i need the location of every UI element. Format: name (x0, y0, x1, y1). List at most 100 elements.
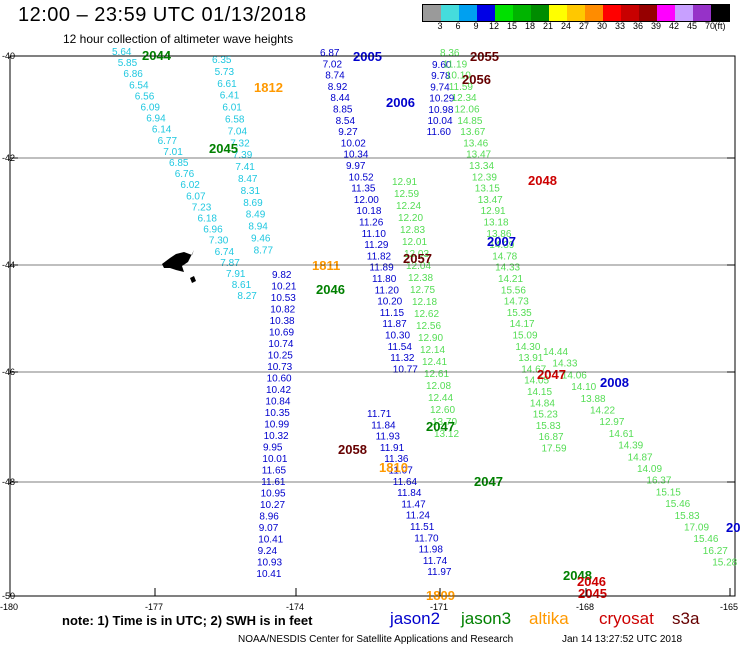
pass-number-label: 1810 (379, 460, 408, 475)
colorbar-swatch (423, 5, 441, 21)
wave-height-value: 11.36 (384, 454, 409, 465)
lat-label: -44 (2, 260, 15, 270)
wave-height-value: 10.69 (269, 328, 294, 339)
wave-height-value: 7.04 (228, 126, 248, 137)
pass-number-label: 2047 (474, 474, 503, 489)
wave-height-value: 10.35 (265, 408, 290, 419)
wave-height-value: 6.07 (186, 191, 206, 202)
wave-height-value: 10.01 (262, 454, 287, 465)
wave-height-value: 11.91 (380, 443, 405, 454)
wave-height-value: 14.39 (618, 441, 643, 452)
track-lime-mid: 12.9112.5912.2412.2012.8312.0112.0312.04… (392, 177, 459, 440)
pass-number-label: 2048 (528, 173, 557, 188)
wave-height-value: 5.73 (215, 67, 235, 78)
wave-height-value: 8.61 (232, 280, 252, 291)
legend-item-cryosat: cryosat (599, 609, 654, 628)
map-frame (9, 55, 736, 597)
pass-number-label: 2045 (578, 586, 607, 601)
wave-height-value: 6.61 (217, 79, 237, 90)
wave-height-value: 10.04 (428, 116, 453, 127)
wave-height-value: 14.21 (498, 274, 523, 285)
wave-height-value: 13.15 (475, 184, 500, 195)
wave-height-value: 6.09 (141, 103, 161, 114)
wave-height-value: 12.56 (416, 321, 441, 332)
wave-height-value: 10.38 (270, 316, 295, 327)
colorbar-swatch (657, 5, 675, 21)
legend-item-jason3: jason3 (461, 609, 512, 628)
wave-height-value: 11.35 (351, 184, 376, 195)
lon-label: -165 (720, 602, 738, 612)
page-title: 12:00 – 23:59 UTC 01/13/2018 (18, 4, 307, 26)
wave-height-value: 11.29 (364, 240, 389, 251)
wave-height-value: 10.41 (256, 569, 281, 580)
wave-height-value: 8.74 (325, 71, 345, 82)
wave-height-value: 9.27 (338, 127, 358, 138)
wave-height-value: 12.34 (452, 93, 477, 104)
wave-height-value: 12.44 (428, 393, 453, 404)
wave-height-value: 13.88 (581, 394, 606, 405)
lon-label: -180 (0, 602, 18, 612)
colorbar-swatch (549, 5, 567, 21)
footer-credit: NOAA/NESDIS Center for Satellite Applica… (238, 634, 514, 645)
colorbar-swatch (477, 5, 495, 21)
wave-height-value: 6.35 (212, 55, 232, 66)
wave-height-value: 11.61 (261, 477, 286, 488)
wave-height-value: 8.69 (243, 198, 263, 209)
wave-height-value: 6.58 (225, 115, 245, 126)
wave-height-value: 12.97 (599, 417, 624, 428)
wave-height-value: 8.47 (238, 174, 258, 185)
wave-height-value: 12.01 (402, 237, 427, 248)
wave-height-value: 7.41 (235, 162, 255, 173)
wave-height-value: 10.25 (268, 351, 293, 362)
wave-height-value: 10.18 (356, 206, 381, 217)
colorbar-swatch (585, 5, 603, 21)
track-blue-2005: 6.877.028.748.928.448.858.549.2710.0210.… (320, 48, 418, 375)
wave-height-value: 13.12 (434, 429, 459, 440)
wave-height-value: 11.74 (423, 556, 448, 567)
wave-height-value: 6.02 (180, 180, 200, 191)
lat-label: -46 (2, 367, 15, 377)
colorbar-label: 15 (506, 21, 518, 31)
wave-height-value: 9.78 (431, 71, 451, 82)
wave-height-value: 5.64 (112, 47, 132, 58)
colorbar-label: 9 (473, 21, 479, 31)
wave-height-value: 12.59 (394, 189, 419, 200)
colorbar-label: 36 (632, 21, 644, 31)
wave-height-value: 15.35 (507, 308, 532, 319)
colorbar-swatch (531, 5, 549, 21)
wave-height-value: 12.08 (426, 381, 451, 392)
wave-height-value: 17.09 (684, 523, 709, 534)
colorbar-swatch (639, 5, 657, 21)
wave-height-value: 7.32 (230, 138, 250, 149)
wave-height-value: 7.30 (209, 236, 229, 247)
track-lime-east-a: 8.3611.1910.1011.5912.3412.0614.8513.671… (440, 48, 567, 455)
wave-height-value: 12.38 (408, 273, 433, 284)
wave-height-value: 14.30 (515, 342, 540, 353)
wave-height-value: 14.15 (527, 387, 552, 398)
wave-height-value: 12.41 (422, 357, 447, 368)
wave-height-value: 12.03 (404, 249, 429, 260)
wave-height-value: 10.29 (429, 94, 454, 105)
wave-height-value: 9.24 (258, 546, 278, 557)
wave-height-value: 13.46 (463, 138, 488, 149)
wave-height-value: 10.93 (257, 558, 282, 569)
wave-height-value: 9.07 (259, 523, 279, 534)
wave-height-value: 12.90 (418, 333, 443, 344)
wave-height-value: 10.02 (341, 138, 366, 149)
track-blue-west: 9.8210.2110.5310.8210.3810.6910.7410.251… (256, 270, 296, 580)
wave-height-value: 11.60 (427, 127, 452, 138)
wave-height-value: 10.77 (393, 364, 418, 375)
wave-height-value: 7.87 (220, 258, 240, 269)
pass-number-label: 2006 (386, 95, 415, 110)
lat-label: -48 (2, 477, 15, 487)
wave-height-value: 8.31 (241, 186, 261, 197)
colorbar-swatch (513, 5, 531, 21)
wave-height-value: 6.77 (158, 136, 178, 147)
wave-height-value: 6.96 (203, 225, 223, 236)
wave-height-value: 10.30 (385, 331, 410, 342)
colorbar-swatch (693, 5, 711, 21)
legend-item-s3a: s3a (672, 609, 700, 628)
wave-height-value: 6.76 (175, 169, 195, 180)
